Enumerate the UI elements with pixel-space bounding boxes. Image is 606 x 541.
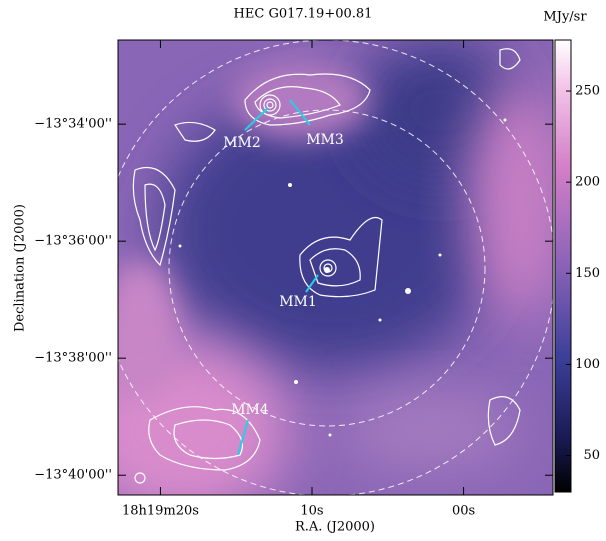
colorbar bbox=[555, 40, 571, 492]
x-axis-label: R.A. (J2000) bbox=[295, 520, 375, 535]
colorbar-tick-label: 250 bbox=[575, 84, 600, 99]
colorbar-tick-label: 200 bbox=[575, 175, 600, 190]
x-tick-label: 00s bbox=[452, 504, 475, 519]
y-tick-label: −13°40'00'' bbox=[34, 468, 112, 483]
annotation: MM3 bbox=[306, 132, 344, 148]
x-tick-label: 18h19m20s bbox=[122, 504, 199, 519]
colorbar-tick-label: 150 bbox=[575, 266, 600, 281]
annotation: MM4 bbox=[231, 402, 269, 418]
y-tick-label: −13°38'00'' bbox=[34, 351, 112, 366]
colorbar-label: MJy/sr bbox=[543, 10, 587, 25]
colorbar-tick-label: 100 bbox=[575, 357, 600, 372]
y-tick-label: −13°34'00'' bbox=[34, 117, 112, 132]
y-tick-label: −13°36'00'' bbox=[34, 234, 112, 249]
colorbar-tick-label: 50 bbox=[583, 448, 600, 463]
annotation: MM2 bbox=[223, 135, 261, 151]
sky-image bbox=[70, 40, 570, 520]
x-tick-label: 10s bbox=[300, 504, 323, 519]
chart-title: HEC G017.19+00.81 bbox=[234, 7, 373, 22]
y-axis-label: Declination (J2000) bbox=[13, 204, 28, 332]
chart: HEC G017.19+00.81 MJy/sr R.A. (J2000) De… bbox=[0, 0, 606, 541]
annotation: MM1 bbox=[279, 294, 317, 310]
